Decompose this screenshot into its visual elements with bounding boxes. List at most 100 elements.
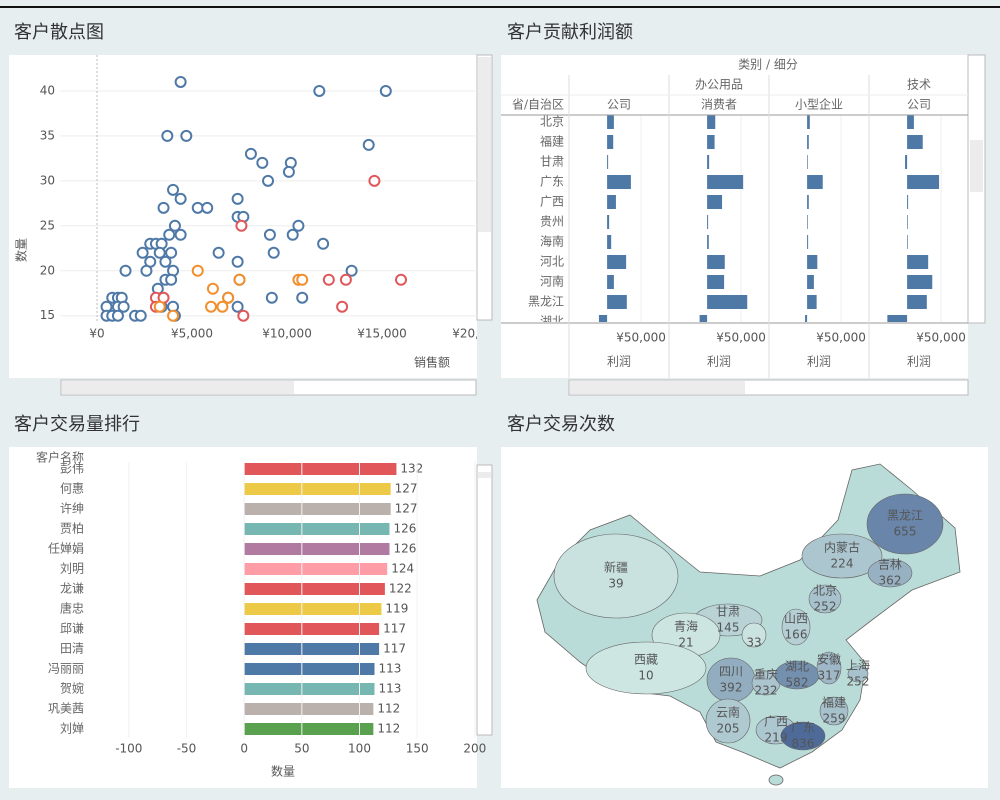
- region-value: 10: [638, 669, 653, 683]
- scroll-thumb[interactable]: [570, 381, 745, 394]
- point: [165, 246, 178, 259]
- point: [206, 282, 219, 295]
- region-value: 836: [792, 737, 815, 751]
- bar: [244, 583, 385, 595]
- bar: [907, 255, 929, 269]
- value-label: 127: [395, 482, 418, 496]
- region-value: 252: [847, 675, 870, 689]
- row-label: 河南: [540, 274, 564, 289]
- point: [168, 219, 181, 232]
- point: [191, 264, 204, 277]
- y-tick-label: 30: [40, 173, 55, 187]
- x-tick-label: ¥50,000: [616, 331, 666, 345]
- point: [265, 291, 278, 304]
- value-label: 113: [379, 682, 402, 696]
- point: [395, 273, 408, 286]
- bar: [807, 275, 814, 289]
- row-label: 唐忠: [60, 601, 84, 616]
- scroll-thumb[interactable]: [62, 381, 294, 394]
- bar: [244, 623, 380, 635]
- region-label: 山西: [784, 612, 808, 626]
- row-label: 甘肃: [540, 155, 564, 169]
- point: [263, 228, 276, 241]
- column-header: 公司: [907, 98, 931, 112]
- island: [768, 774, 784, 786]
- region-value: 259: [823, 712, 846, 726]
- bar: [707, 135, 715, 149]
- x-tick-label: 0: [240, 742, 248, 756]
- scrollbar[interactable]: [476, 464, 493, 736]
- row-label: 刘明: [60, 562, 84, 576]
- region-label: 吉林: [878, 558, 902, 572]
- panel-title: 客户散点图: [14, 22, 104, 43]
- region: [553, 533, 679, 619]
- panel-title: 客户交易量排行: [14, 414, 140, 435]
- bar: [905, 155, 908, 169]
- region: [808, 584, 842, 614]
- y-tick-label: 20: [40, 263, 55, 277]
- region-label: 西藏: [634, 653, 658, 667]
- point: [244, 147, 257, 160]
- bar: [805, 315, 808, 322]
- region-label: 湖北: [785, 659, 809, 674]
- x-tick-label: ¥15,000: [357, 327, 407, 341]
- value-label: 127: [395, 502, 418, 516]
- bar: [607, 175, 631, 189]
- point: [119, 264, 132, 277]
- bar: [244, 463, 397, 475]
- point: [174, 75, 187, 88]
- point: [282, 165, 295, 178]
- row-label: 贾柏: [60, 521, 84, 536]
- point: [345, 264, 358, 277]
- bar: [707, 155, 710, 169]
- point: [379, 84, 392, 97]
- bar: [699, 315, 708, 322]
- x-tick-label: ¥5,000: [171, 327, 213, 341]
- row-label: 北京: [540, 115, 564, 129]
- scroll-thumb[interactable]: [478, 472, 491, 478]
- region-label: 四川: [719, 665, 743, 679]
- bar: [907, 115, 914, 129]
- point: [256, 156, 269, 169]
- bar: [807, 295, 817, 309]
- point: [237, 309, 250, 322]
- bar: [607, 235, 612, 249]
- bar: [807, 115, 810, 129]
- value-label: 119: [385, 602, 408, 616]
- value-label: 124: [391, 562, 414, 576]
- region: [816, 651, 842, 685]
- region-value: 362: [879, 574, 902, 588]
- region-label: 新疆: [604, 560, 628, 575]
- point: [286, 228, 299, 241]
- row-label: 湖北: [540, 314, 564, 329]
- bar: [707, 295, 748, 309]
- bar: [907, 235, 908, 249]
- region: [741, 622, 767, 648]
- header: 类别 / 细分: [738, 58, 798, 72]
- rows: 132 彭伟 127 何惠 127 许绅 126 贾柏 126 任婵娟 124 刘明 122 龙谦 119 唐…: [48, 462, 423, 736]
- bar: [244, 603, 382, 615]
- point: [159, 255, 172, 268]
- point: [174, 228, 187, 241]
- bar: [807, 155, 808, 169]
- region-value: 655: [894, 525, 917, 539]
- point: [231, 255, 244, 268]
- x-axis-label: 利润: [707, 355, 731, 369]
- scroll-thumb[interactable]: [478, 57, 491, 232]
- point: [134, 309, 147, 322]
- region-value: 224: [831, 557, 854, 571]
- point: [174, 192, 187, 205]
- row-label: 贺婉: [60, 681, 84, 696]
- row-label: 河北: [540, 255, 564, 269]
- point: [165, 273, 178, 286]
- point: [296, 273, 309, 286]
- panel-title: 客户贡献利润额: [507, 22, 633, 43]
- region-label: 广东: [791, 721, 815, 735]
- x-axis-label: 利润: [607, 355, 631, 369]
- bar: [607, 275, 614, 289]
- region-label: 上海: [846, 658, 870, 673]
- scroll-thumb[interactable]: [970, 140, 983, 192]
